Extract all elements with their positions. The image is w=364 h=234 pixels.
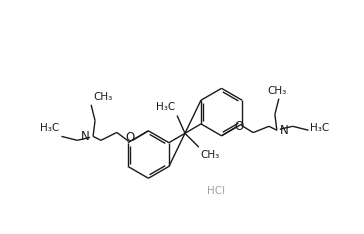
Text: N: N xyxy=(280,124,289,137)
Text: H₃C: H₃C xyxy=(156,102,175,112)
Text: O: O xyxy=(125,131,134,144)
Text: O: O xyxy=(235,120,244,133)
Text: CH₃: CH₃ xyxy=(93,92,112,102)
Text: HCl: HCl xyxy=(207,186,225,196)
Text: H₃C: H₃C xyxy=(40,123,59,133)
Text: H₃C: H₃C xyxy=(310,123,330,133)
Text: N: N xyxy=(81,130,90,143)
Text: CH₃: CH₃ xyxy=(201,150,220,160)
Text: CH₃: CH₃ xyxy=(267,86,286,96)
